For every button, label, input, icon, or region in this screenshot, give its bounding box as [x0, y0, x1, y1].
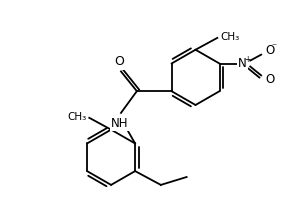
Text: CH₃: CH₃ — [67, 112, 86, 122]
Text: NH: NH — [111, 117, 129, 130]
Text: ⁻: ⁻ — [271, 42, 276, 52]
Text: +: + — [244, 55, 251, 64]
Text: CH₃: CH₃ — [220, 32, 239, 42]
Text: O: O — [114, 56, 124, 68]
Text: N: N — [238, 57, 247, 70]
Text: O: O — [265, 44, 274, 57]
Text: O: O — [265, 73, 274, 86]
